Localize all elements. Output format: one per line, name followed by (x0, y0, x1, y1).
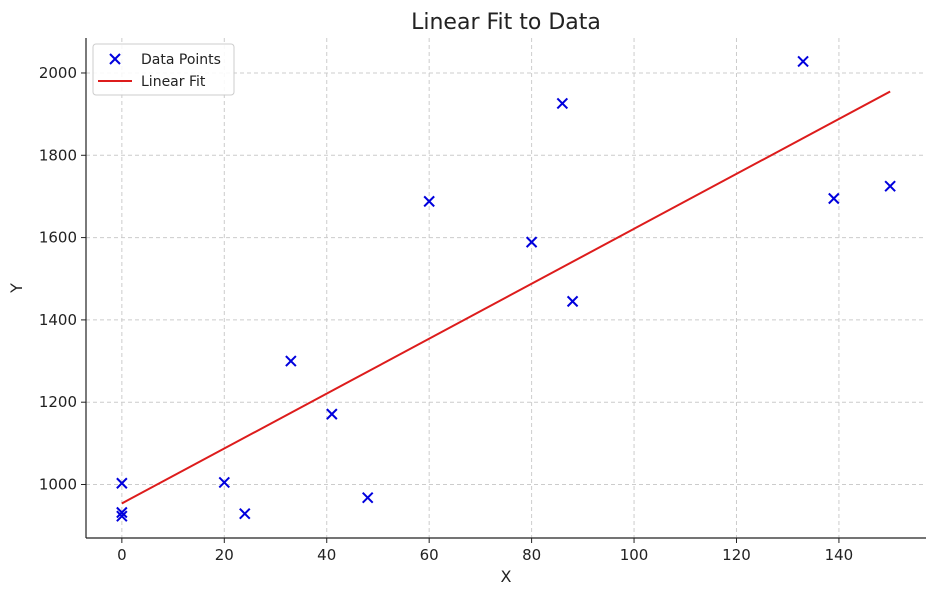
data-point-marker (362, 491, 374, 504)
axes (81, 38, 926, 543)
y-tick-label: 2000 (39, 64, 77, 82)
data-point-marker (218, 476, 230, 489)
x-tick-label: 0 (117, 546, 127, 564)
x-tick-label: 60 (420, 546, 439, 564)
data-point-marker (116, 510, 128, 522)
tick-labels: 0 20 40 60 80 100 120 140 1000 1200 1400 1600 1800 20… (39, 64, 853, 564)
data-point-marker (556, 97, 569, 110)
x-tick-label: 140 (825, 546, 854, 564)
data-point-marker (239, 508, 251, 520)
legend-marker-data-points (109, 53, 121, 65)
y-tick-label: 1200 (39, 393, 77, 411)
fit-line (121, 90, 891, 505)
grid (86, 38, 926, 538)
x-tick-label: 40 (317, 546, 336, 564)
y-axis-label: Y (7, 283, 26, 294)
y-tick-label: 1600 (39, 229, 77, 247)
data-point-marker (326, 408, 338, 420)
x-tick-label: 120 (722, 546, 751, 564)
chart-title: Linear Fit to Data (411, 10, 601, 35)
y-tick-label: 1000 (39, 476, 77, 494)
series-layer (116, 55, 896, 522)
data-point-marker (116, 477, 128, 489)
x-axis-label: X (501, 567, 512, 586)
y-tick-label: 1800 (39, 146, 77, 164)
data-point-marker (797, 55, 809, 68)
x-tick-label: 100 (620, 546, 649, 564)
legend-label-linear-fit: Linear Fit (141, 74, 206, 90)
legend-label-data-points: Data Points (141, 52, 221, 68)
data-point-marker (423, 195, 435, 208)
data-point-marker (566, 295, 579, 308)
data-point-marker (828, 192, 840, 205)
x-tick-label: 20 (215, 546, 234, 564)
x-tick-label: 80 (522, 546, 541, 564)
data-point-marker (116, 506, 128, 519)
data-point-marker (884, 180, 896, 192)
data-point-marker (525, 236, 538, 248)
y-tick-label: 1400 (39, 311, 77, 329)
legend: Data Points Linear Fit (92, 43, 235, 96)
data-point-marker (285, 355, 297, 367)
legend-box (92, 43, 235, 96)
